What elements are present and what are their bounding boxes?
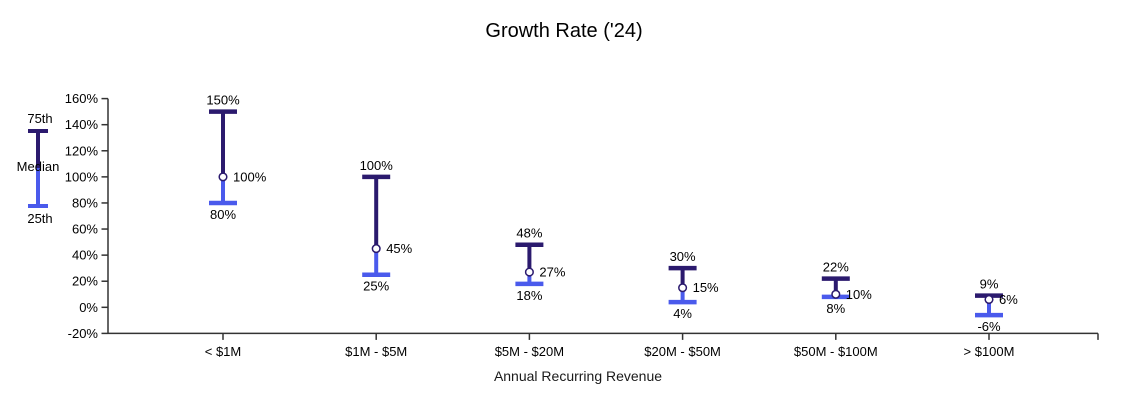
- median-value-label: 100%: [233, 169, 267, 184]
- chart-title: Growth Rate ('24): [485, 20, 643, 42]
- x-tick-label: < $1M: [205, 344, 242, 359]
- p25-value-label: 8%: [826, 301, 845, 316]
- median-value-label: 27%: [539, 265, 565, 280]
- p25-value-label: 80%: [210, 207, 236, 222]
- legend-75th-label: 75th: [27, 111, 53, 126]
- p75-value-label: 9%: [980, 277, 999, 292]
- y-tick-label: 60%: [72, 222, 98, 237]
- x-tick-label: > $100M: [964, 344, 1015, 359]
- y-tick-label: -20%: [68, 326, 99, 341]
- median-value-label: 6%: [999, 292, 1018, 307]
- p75-value-label: 30%: [670, 249, 696, 264]
- p25-value-label: 25%: [363, 279, 389, 294]
- median-value-label: 15%: [693, 280, 719, 295]
- p75-value-label: 100%: [360, 158, 394, 173]
- p75-value-label: 150%: [206, 93, 240, 108]
- x-tick-label: $50M - $100M: [794, 344, 878, 359]
- legend-upper-stem-icon: [36, 131, 40, 168]
- legend-lower-cap-icon: [28, 204, 48, 208]
- y-tick-label: 0%: [79, 300, 98, 315]
- median-value-label: 45%: [386, 241, 412, 256]
- x-tick-label: $1M - $5M: [345, 344, 407, 359]
- y-tick-label: 80%: [72, 195, 98, 210]
- p75-value-label: 48%: [516, 226, 542, 241]
- legend: 75th Median 25th: [0, 105, 80, 235]
- x-tick-label: $20M - $50M: [644, 344, 721, 359]
- median-marker: [218, 172, 228, 182]
- p75-value-label: 22%: [823, 260, 849, 275]
- p25-value-label: 4%: [673, 306, 692, 321]
- y-tick-label: 140%: [65, 117, 99, 132]
- p25-value-label: 18%: [516, 288, 542, 303]
- y-tick-label: 20%: [72, 274, 98, 289]
- y-tick-label: 120%: [65, 143, 99, 158]
- y-tick-label: 160%: [65, 91, 99, 106]
- median-value-label: 10%: [846, 287, 872, 302]
- median-marker: [831, 289, 841, 299]
- y-tick-label: 100%: [65, 169, 99, 184]
- p25-value-label: -6%: [977, 319, 1001, 334]
- median-marker: [371, 244, 381, 254]
- legend-lower-stem-icon: [36, 168, 40, 204]
- x-axis-title: Annual Recurring Revenue: [493, 368, 663, 384]
- legend-25th-label: 25th: [27, 211, 53, 226]
- x-tick-label: $5M - $20M: [495, 344, 564, 359]
- y-tick-label: 40%: [72, 248, 98, 263]
- legend-median-label: Median: [16, 159, 60, 174]
- median-marker: [984, 294, 994, 305]
- median-marker: [678, 283, 688, 293]
- median-marker: [524, 267, 534, 277]
